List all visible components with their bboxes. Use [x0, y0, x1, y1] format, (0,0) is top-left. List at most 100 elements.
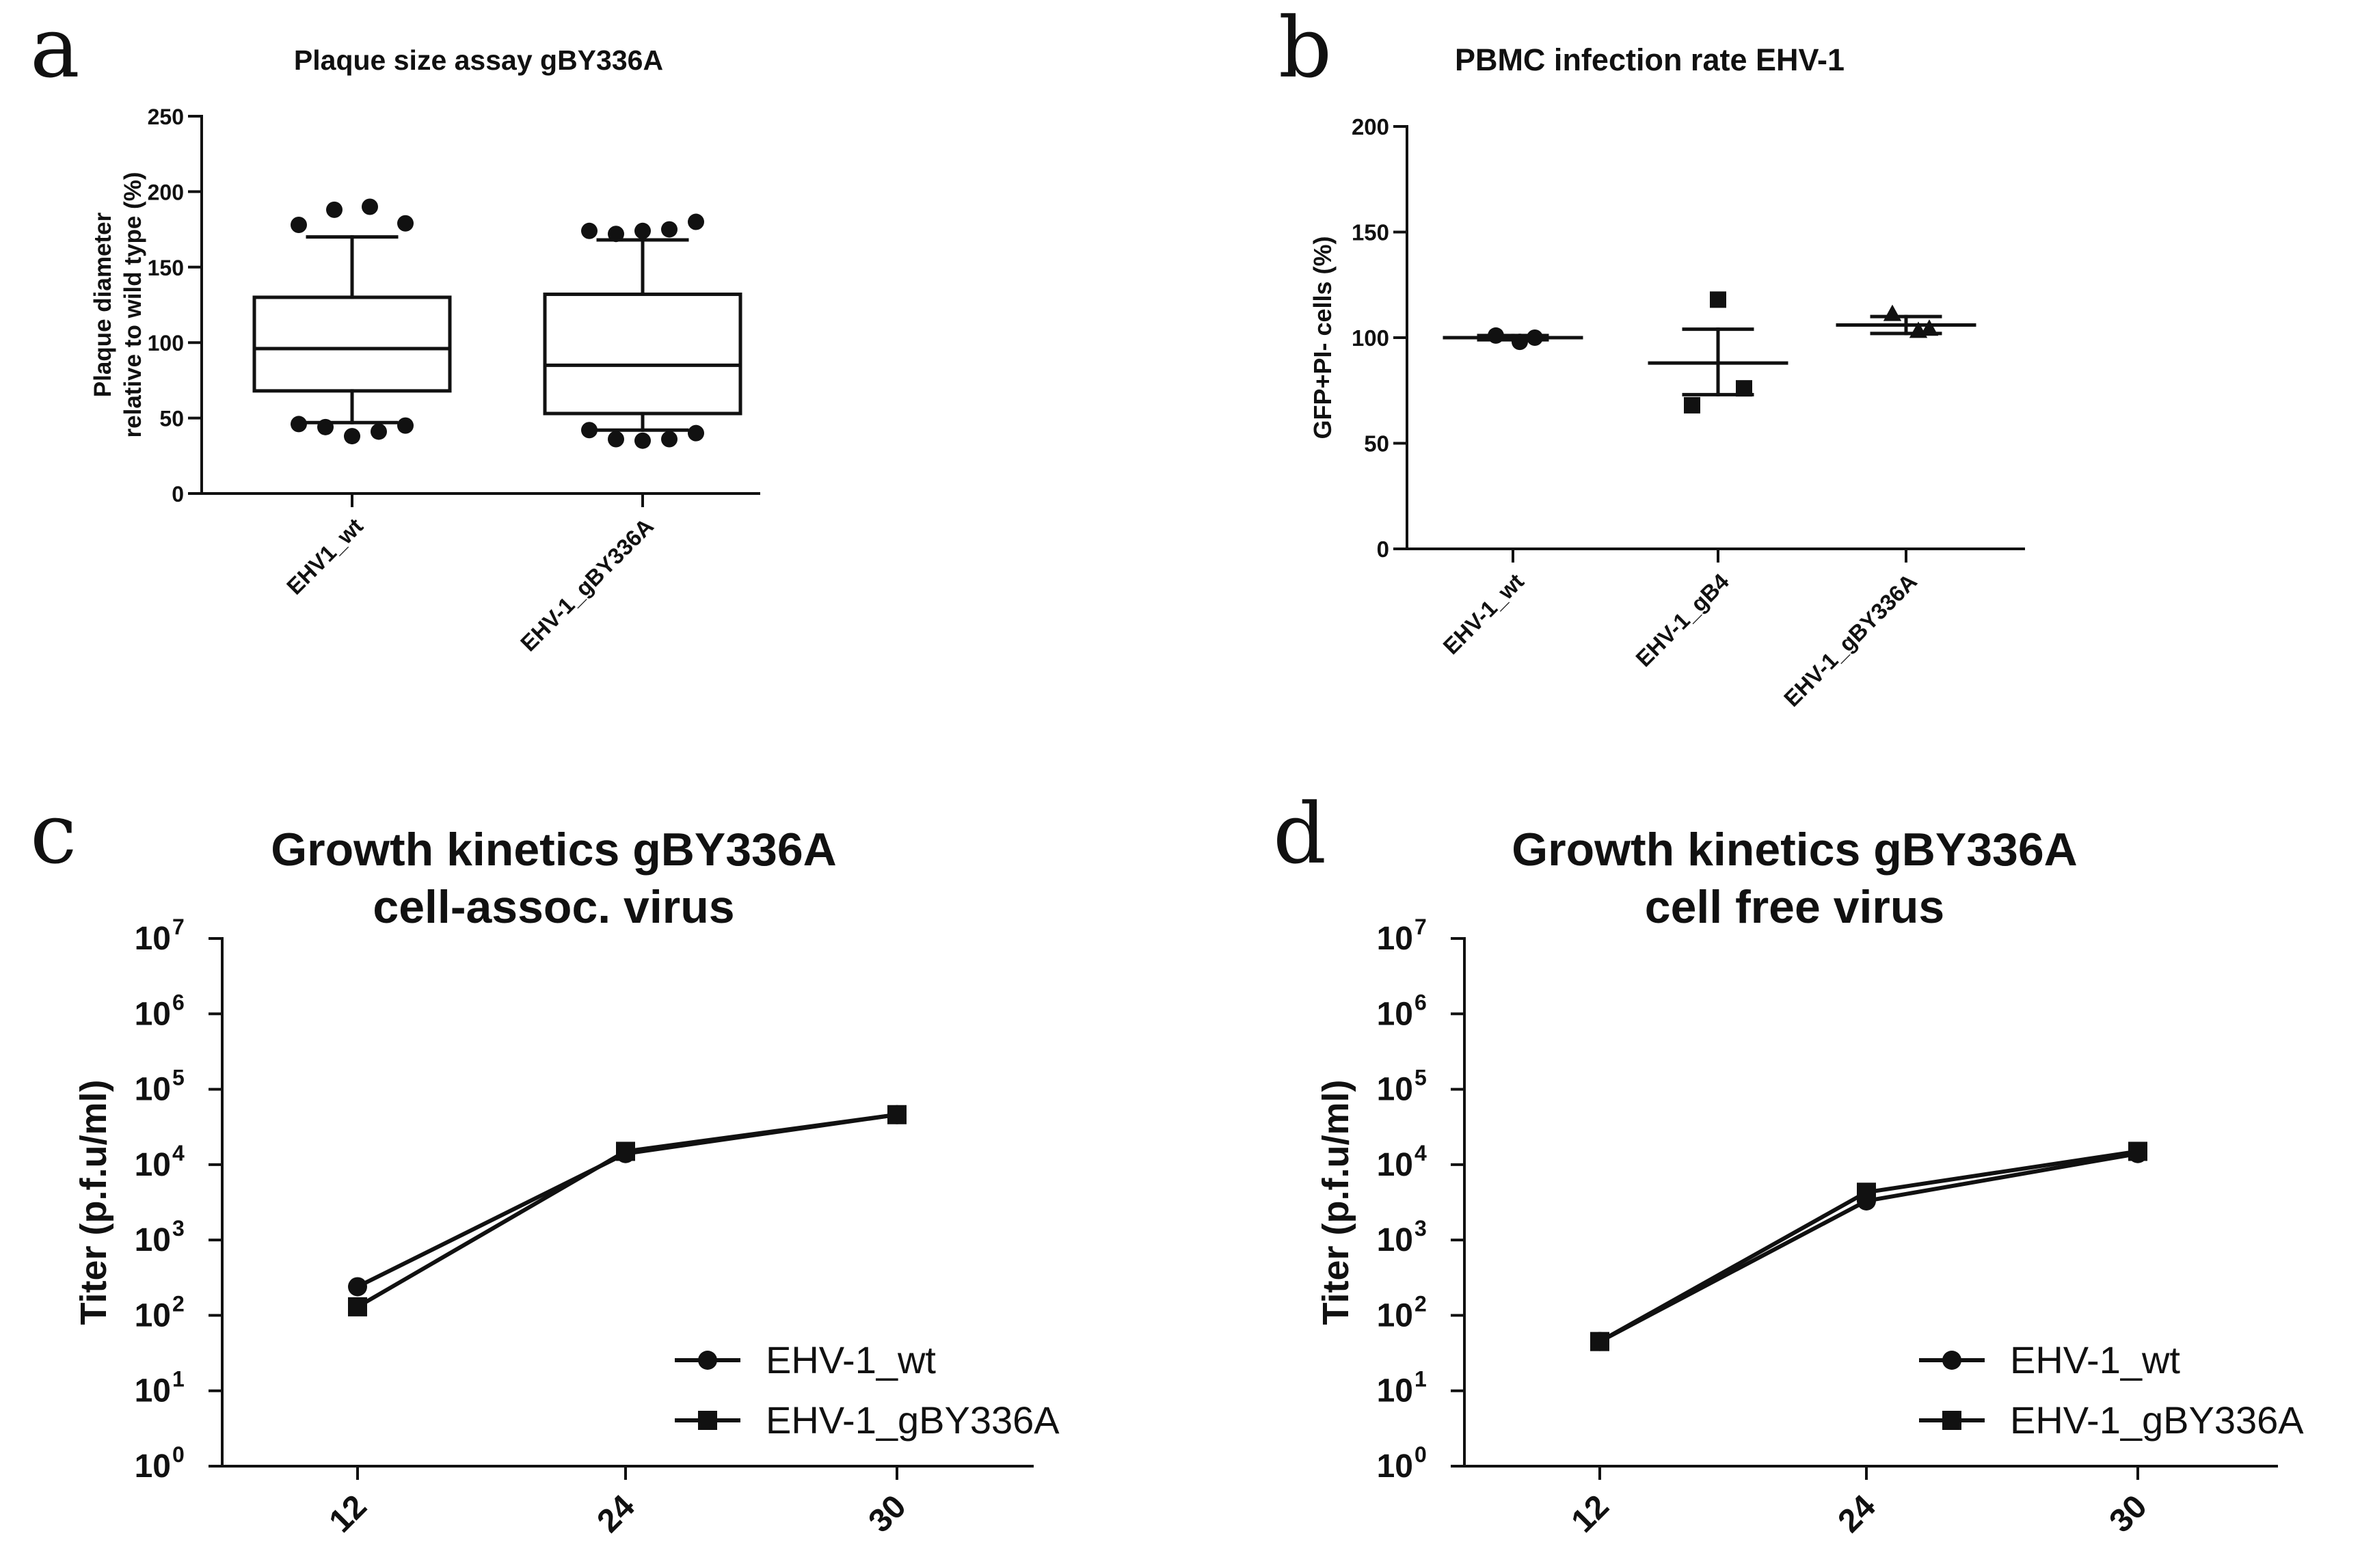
outlier-point: [291, 416, 307, 433]
data-point: [348, 1297, 367, 1316]
outlier-point: [634, 432, 651, 449]
x-tick-label: EHV1_wt: [282, 513, 368, 599]
outlier-point: [291, 216, 307, 233]
y-tick-label: 10: [1377, 1373, 1413, 1409]
y-tick-label: 10: [135, 1222, 171, 1258]
outlier-point: [634, 222, 651, 239]
legend-label: EHV-1_gBY336A: [766, 1398, 1060, 1442]
box: [543, 293, 742, 416]
panel-label-a: a: [30, 0, 80, 96]
y-tick-label: 10: [135, 1297, 171, 1334]
y-tick-exponent: 5: [172, 1066, 185, 1090]
y-tick-exponent: 7: [172, 915, 185, 939]
data-point: [1527, 329, 1543, 346]
y-tick-exponent: 6: [172, 990, 185, 1014]
panel-label-d: d: [1273, 785, 1326, 882]
chart-title: Plaque size assay gBY336A: [294, 44, 663, 76]
outlier-point: [344, 428, 360, 445]
y-tick-exponent: 6: [1414, 990, 1427, 1014]
y-tick-label: 200: [148, 180, 184, 204]
box: [252, 295, 452, 393]
y-axis-label: Titer (p.f.u/ml): [73, 1080, 114, 1325]
y-tick-label: 10: [1377, 1147, 1413, 1183]
outlier-point: [688, 213, 704, 230]
y-tick-label: 150: [148, 256, 184, 280]
panel-a-box-plot: Plaque size assay gBY336A 0 50 100 150 200 250…: [90, 44, 760, 656]
y-tick-label: 10: [135, 1147, 171, 1183]
legend-label: EHV-1_wt: [766, 1338, 936, 1381]
outlier-point: [581, 222, 598, 239]
panel-b-scatter-plot: PBMC infection rate EHV-1 0 50 100 150 200 GFP…: [1309, 42, 2025, 712]
chart-title-line-2: cell free virus: [1645, 881, 1944, 933]
outlier-point: [397, 417, 414, 434]
y-axis-label: Titer (p.f.u/ml): [1315, 1080, 1356, 1325]
outlier-point: [688, 424, 704, 442]
series-line: [1598, 1149, 2138, 1344]
y-tick-exponent: 4: [1414, 1141, 1427, 1165]
y-tick-exponent: 2: [1414, 1291, 1427, 1316]
outlier-point: [326, 201, 343, 218]
y-tick-label: 10: [135, 996, 171, 1032]
y-tick-exponent: 1: [172, 1367, 185, 1392]
data-point: [1512, 334, 1528, 351]
y-axis-label-line: Plaque diameter: [90, 212, 116, 397]
data-point: [348, 1277, 367, 1297]
y-tick-label: 10: [1377, 1222, 1413, 1258]
data-point: [1920, 319, 1939, 336]
y-tick-exponent: 7: [1414, 915, 1427, 939]
y-tick-label: 10: [135, 1448, 171, 1485]
y-tick-label: 10: [135, 921, 171, 957]
legend-label: EHV-1_wt: [2010, 1338, 2180, 1381]
data-point: [2128, 1141, 2147, 1161]
x-tick-label: EHV-1_gB4: [1631, 568, 1734, 671]
y-tick-exponent: 0: [1414, 1442, 1427, 1467]
y-tick-exponent: 1: [1414, 1367, 1427, 1392]
outlier-point: [581, 422, 598, 439]
y-tick-label: 10: [1377, 921, 1413, 957]
data-point: [1883, 304, 1902, 321]
y-axis-label: Plaque diameter relative to wild type (%): [90, 172, 146, 438]
chart-title-line-2: cell-assoc. virus: [373, 881, 734, 933]
data-point: [1684, 396, 1700, 414]
y-tick-label: 10: [1377, 1297, 1413, 1334]
data-point: [1736, 380, 1752, 397]
chart-title-line-1: Growth kinetics gBY336A: [271, 824, 837, 876]
data-point: [1488, 327, 1504, 344]
legend-marker: [698, 1351, 717, 1370]
y-tick-label: 10: [135, 1072, 171, 1108]
legend-marker: [1942, 1351, 1961, 1370]
x-tick-label: 24: [591, 1488, 642, 1539]
y-tick-exponent: 3: [1414, 1216, 1427, 1241]
y-tick-label: 0: [172, 482, 184, 506]
y-tick-label: 10: [135, 1373, 171, 1409]
y-axis-label: GFP+PI- cells (%): [1309, 236, 1337, 439]
outlier-point: [362, 198, 378, 215]
outlier-point: [371, 423, 387, 440]
outlier-point: [397, 215, 414, 232]
series-line: [1598, 1151, 2138, 1344]
data-point: [1710, 291, 1726, 308]
x-tick-label: 30: [2103, 1488, 2154, 1539]
x-tick-label: 24: [1832, 1488, 1883, 1539]
chart-title-line-1: Growth kinetics gBY336A: [1512, 824, 2078, 876]
y-tick-label: 10: [1377, 1448, 1413, 1485]
panel-label-c: c: [30, 785, 77, 882]
chart-title: PBMC infection rate EHV-1: [1455, 42, 1845, 77]
y-tick-label: 200: [1352, 114, 1389, 139]
data-point: [887, 1105, 907, 1124]
outlier-point: [608, 226, 624, 243]
x-tick-label: 12: [323, 1488, 374, 1539]
x-tick-label: EHV-1_wt: [1438, 569, 1529, 660]
x-tick-label: 12: [1565, 1488, 1616, 1539]
outlier-point: [661, 431, 678, 448]
y-tick-exponent: 2: [172, 1291, 185, 1316]
y-tick-label: 50: [159, 407, 184, 431]
y-tick-label: 10: [1377, 996, 1413, 1032]
x-tick-label: 30: [862, 1488, 913, 1539]
data-point: [1590, 1332, 1609, 1351]
y-tick-exponent: 3: [172, 1216, 185, 1241]
y-tick-label: 100: [1352, 325, 1389, 351]
legend-marker: [698, 1411, 717, 1430]
